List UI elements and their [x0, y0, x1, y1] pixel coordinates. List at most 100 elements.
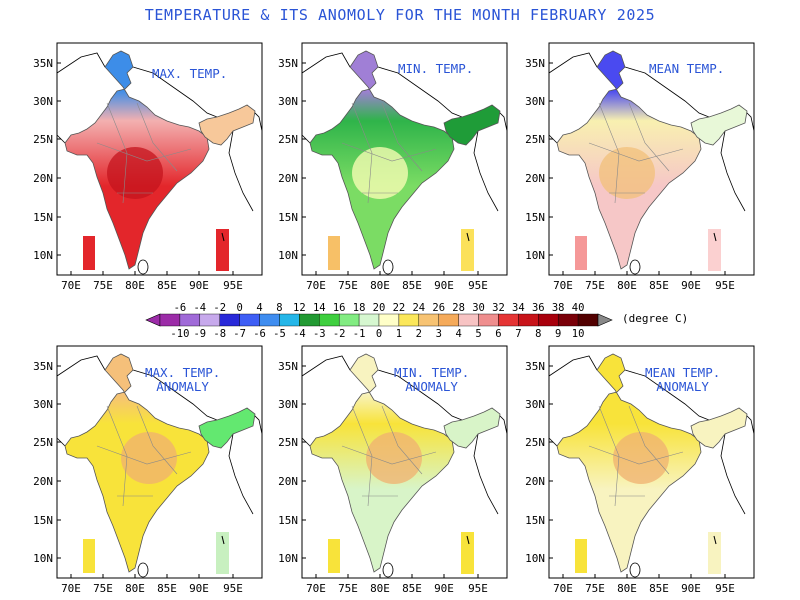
x-tick-label: 95E [715, 279, 735, 292]
y-tick-label: 10N [278, 249, 298, 262]
y-tick-label: 35N [278, 57, 298, 70]
x-tick-label: 90E [681, 582, 701, 595]
panel-max-temp: 35N 30N 25N 20N 15N 10N 70E 75E 80E 85E 90E 95E MAX… [33, 42, 263, 292]
y-tick-label: 25N [33, 436, 53, 449]
state-boundary [136, 405, 178, 475]
colorbar-arrow-left [145, 313, 161, 327]
x-tick-label: 75E [93, 279, 113, 292]
colorbar-bottom-label: -5 [273, 328, 286, 340]
colorbar-top-label: -4 [193, 302, 206, 314]
colorbar-bottom-label: -3 [313, 328, 326, 340]
x-tick-label: 85E [157, 279, 177, 292]
colorbar-top-label: 12 [293, 302, 306, 314]
x-tick-label: 80E [125, 279, 145, 292]
x-tick-label: 70E [61, 582, 81, 595]
colorbar-bottom-label: 7 [515, 328, 521, 340]
colorbar-bottom-label: -4 [293, 328, 306, 340]
andaman-island-mark [713, 535, 717, 545]
border-line [301, 134, 311, 144]
state-boundary [136, 102, 178, 172]
colorbar: -6 -4 -2 0 4 8 12 14 16 18 20 22 24 26 28 30 32 34 36 38 40-… [145, 302, 613, 340]
colorbar-bottom-label: -6 [253, 328, 266, 340]
colorbar-bottom-label: -10 [170, 328, 189, 340]
y-tick-label: 25N [278, 133, 298, 146]
y-tick-label: 10N [525, 249, 545, 262]
lakshadweep-inset [83, 539, 95, 573]
x-tick-label: 90E [189, 279, 209, 292]
andaman-island-mark [466, 535, 470, 545]
border-line [56, 355, 106, 377]
state-boundary [598, 405, 620, 507]
colorbar-top-label: 18 [353, 302, 366, 314]
y-tick-label: 15N [33, 211, 53, 224]
border-line [548, 355, 598, 377]
x-tick-label: 75E [585, 279, 605, 292]
state-boundary [598, 102, 620, 204]
andaman-inset [461, 532, 474, 574]
panel-mean-anomaly: 35N 30N 25N 20N 15N 10N 70E 75E 80E 85E 90E 95E MEA… [525, 345, 755, 595]
colorbar-swatch [398, 313, 420, 327]
lakshadweep-inset [328, 236, 340, 270]
colorbar-swatch [557, 313, 579, 327]
panel-label-max-temp: MAX. TEMP. [152, 66, 228, 81]
border-line [473, 433, 499, 515]
y-tick-label: 35N [525, 57, 545, 70]
colorbar-top-label: 16 [333, 302, 346, 314]
colorbar-bottom-label: -8 [213, 328, 226, 340]
colorbar-top-label: 22 [393, 302, 406, 314]
state-boundary [351, 405, 373, 507]
y-tick-label: 30N [525, 398, 545, 411]
panel-min-anomaly: 35N 30N 25N 20N 15N 10N 70E 75E 80E 85E 90E 95E MIN… [278, 345, 508, 595]
colorbar-bottom-label: -9 [193, 328, 206, 340]
y-tick-label: 30N [525, 95, 545, 108]
colorbar-swatch [478, 313, 499, 327]
state-boundary [381, 405, 423, 475]
colorbar-top-label: 38 [552, 302, 565, 314]
colorbar-bottom-label: -2 [333, 328, 346, 340]
core-shade [107, 147, 163, 199]
x-tick-label: 75E [338, 279, 358, 292]
panel-mean-temp: 35N 30N 25N 20N 15N 10N 70E 75E 80E 85E 90E 95E MEA… [525, 42, 755, 292]
border-line [56, 134, 66, 144]
colorbar-top-label: 24 [412, 302, 425, 314]
colorbar-swatch [239, 313, 260, 327]
map-max-temp: 35N 30N 25N 20N 15N 10N 70E 75E 80E 85E 90E 95E [33, 42, 263, 292]
colorbar-top-label: 20 [373, 302, 386, 314]
panel-max-anomaly: 35N 30N 25N 20N 15N 10N 70E 75E 80E 85E 90E 95E MAX… [33, 345, 263, 595]
lakshadweep-inset [575, 539, 587, 573]
colorbar-top-label: 4 [256, 302, 262, 314]
x-tick-label: 85E [157, 582, 177, 595]
x-tick-label: 90E [434, 582, 454, 595]
border-line [56, 437, 66, 447]
colorbar-bottom-label: 5 [475, 328, 481, 340]
x-tick-label: 90E [681, 279, 701, 292]
northeast-region [443, 104, 501, 146]
colorbar-top-label: 26 [432, 302, 445, 314]
colorbar-top-label: 8 [276, 302, 282, 314]
x-tick-label: 75E [338, 582, 358, 595]
sri-lanka-outline [629, 562, 641, 578]
x-tick-label: 75E [585, 582, 605, 595]
y-tick-label: 15N [278, 211, 298, 224]
y-tick-label: 10N [278, 552, 298, 565]
map-frame [56, 345, 263, 579]
colorbar-swatch [319, 313, 340, 327]
y-tick-label: 30N [33, 95, 53, 108]
colorbar-bottom-label: -7 [233, 328, 246, 340]
y-tick-label: 35N [33, 57, 53, 70]
border-line [377, 66, 463, 118]
border-line [301, 437, 311, 447]
x-tick-label: 70E [553, 582, 573, 595]
border-line [301, 355, 351, 377]
y-tick-label: 20N [525, 172, 545, 185]
x-tick-label: 80E [125, 582, 145, 595]
map-frame [548, 345, 755, 579]
andaman-island-mark [221, 535, 225, 545]
x-tick-label: 95E [715, 582, 735, 595]
colorbar-bottom-label: 6 [495, 328, 501, 340]
y-tick-label: 25N [525, 436, 545, 449]
sri-lanka-outline [382, 562, 394, 578]
border-line [624, 369, 710, 421]
y-tick-label: 20N [278, 475, 298, 488]
x-tick-label: 90E [189, 582, 209, 595]
